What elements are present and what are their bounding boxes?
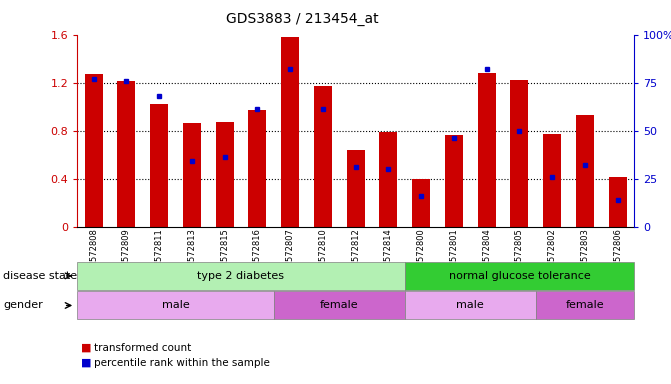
Text: transformed count: transformed count — [94, 343, 191, 353]
Bar — [609, 177, 627, 227]
Bar — [478, 73, 496, 227]
Bar — [150, 104, 168, 227]
Text: ■: ■ — [81, 343, 91, 353]
Bar — [347, 150, 364, 227]
Text: gender: gender — [3, 300, 43, 311]
Bar — [215, 122, 234, 227]
Text: disease state: disease state — [3, 271, 77, 281]
Bar — [379, 132, 397, 227]
Bar — [281, 37, 299, 227]
Bar — [183, 123, 201, 227]
Text: type 2 diabetes: type 2 diabetes — [197, 271, 285, 281]
Bar — [445, 136, 463, 227]
Bar — [248, 110, 266, 227]
Bar — [117, 81, 136, 227]
Bar — [511, 80, 529, 227]
Bar — [85, 74, 103, 227]
Bar — [412, 179, 430, 227]
Bar — [314, 86, 332, 227]
Text: male: male — [162, 300, 189, 311]
Text: male: male — [456, 300, 484, 311]
Text: percentile rank within the sample: percentile rank within the sample — [94, 358, 270, 368]
Text: normal glucose tolerance: normal glucose tolerance — [448, 271, 590, 281]
Bar — [576, 115, 594, 227]
Bar — [544, 134, 561, 227]
Text: ■: ■ — [81, 358, 91, 368]
Text: GDS3883 / 213454_at: GDS3883 / 213454_at — [225, 12, 378, 25]
Text: female: female — [566, 300, 605, 311]
Text: female: female — [320, 300, 358, 311]
